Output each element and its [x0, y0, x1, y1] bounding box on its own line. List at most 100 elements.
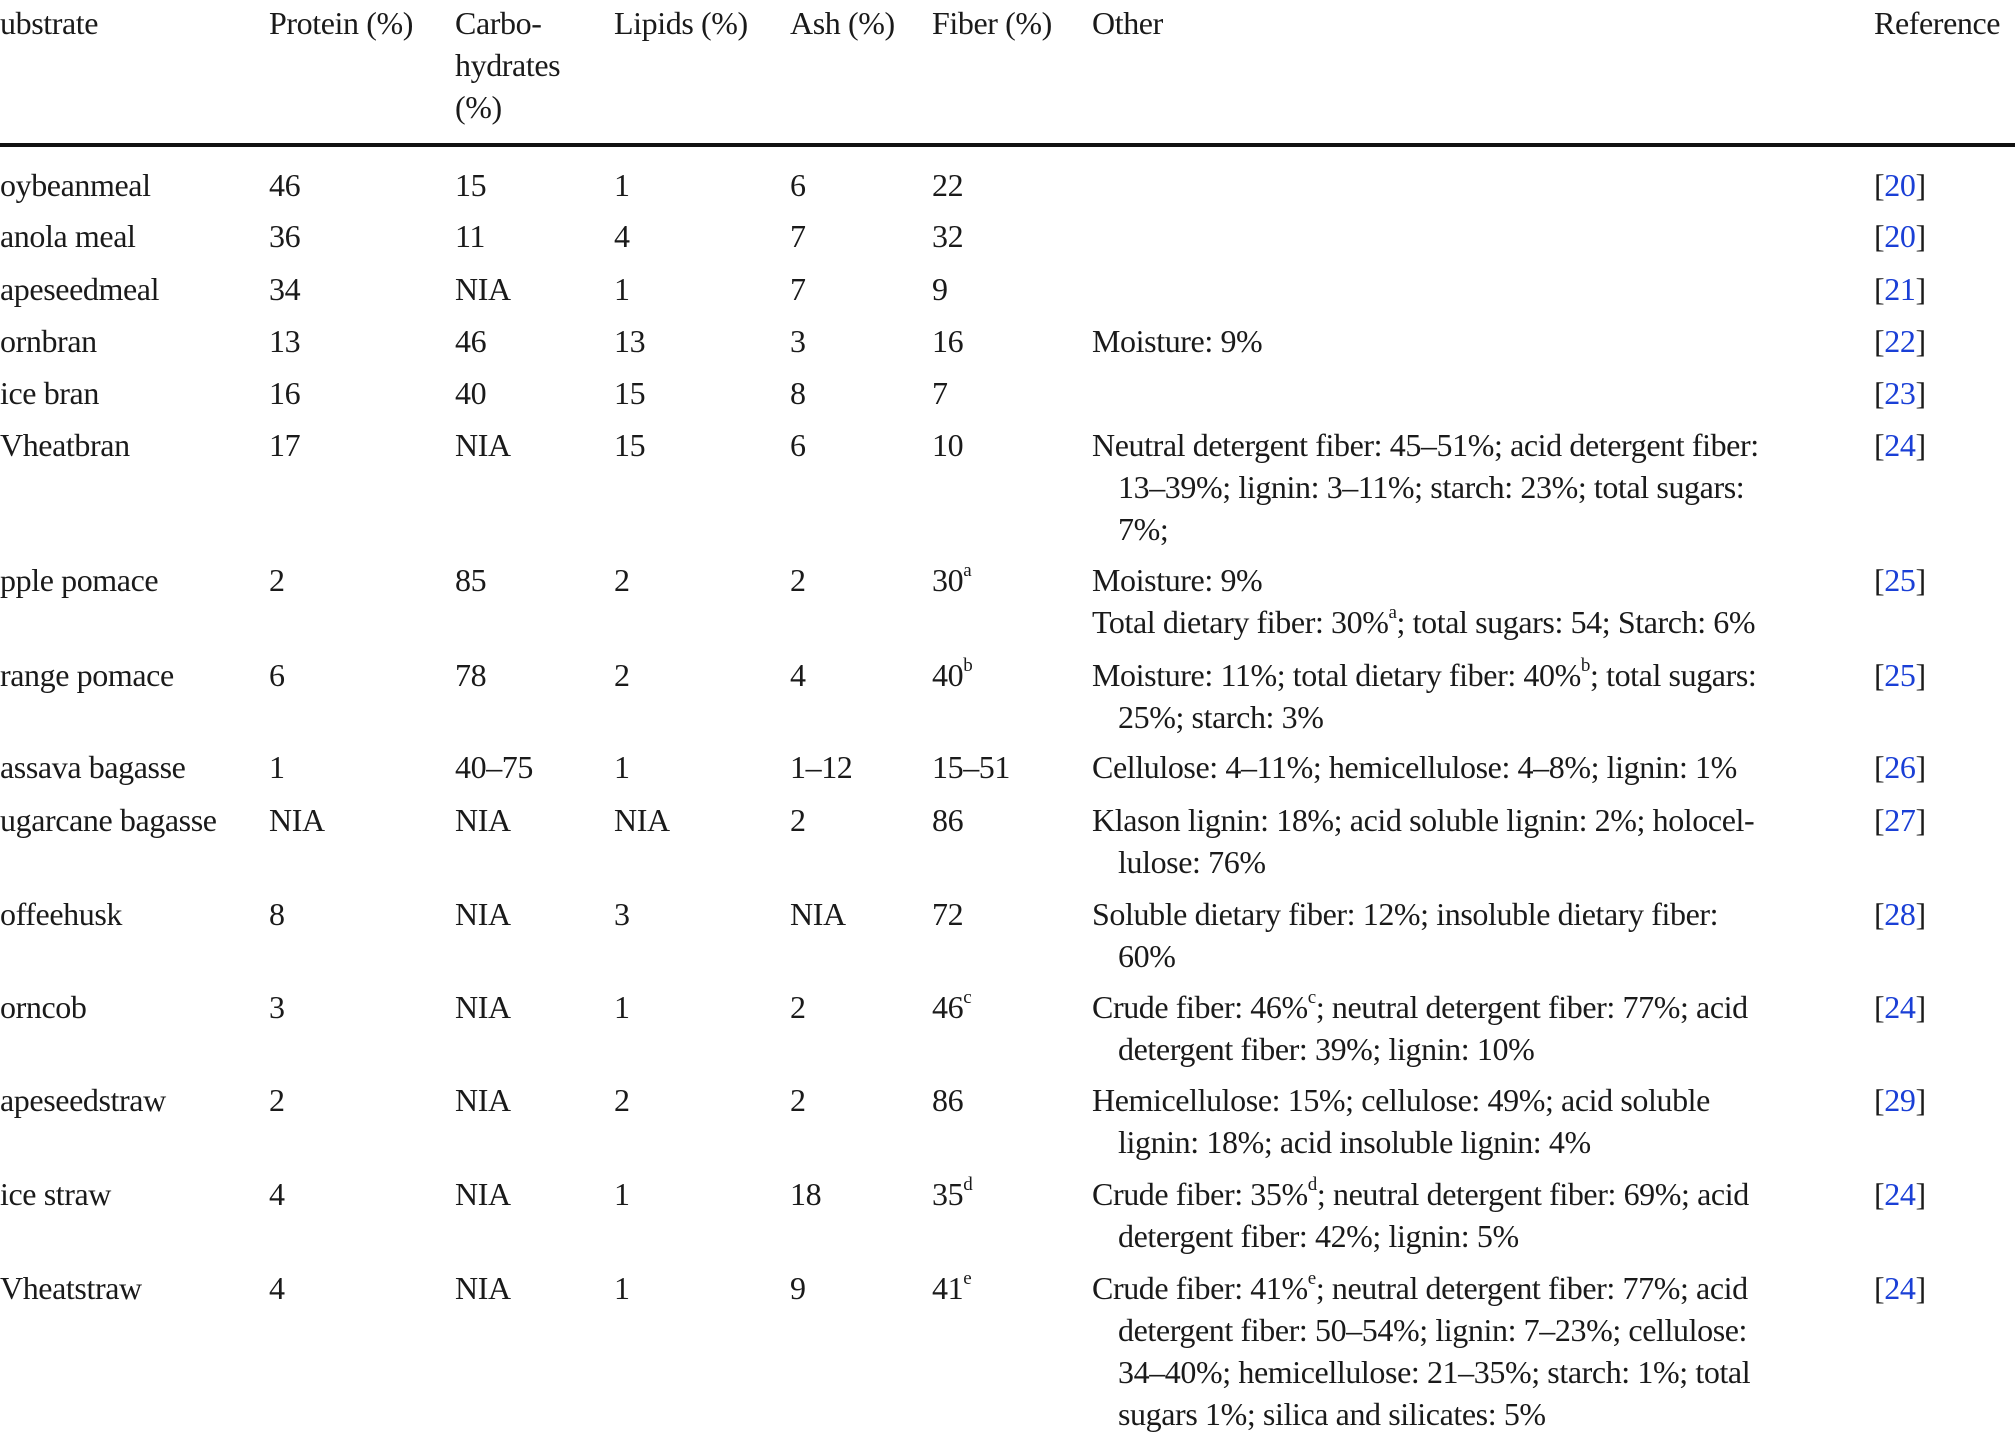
reference-number[interactable]: 29 [1884, 1082, 1916, 1118]
header-lipids: Lipids (%) [614, 5, 748, 41]
fiber-value: 72 [932, 896, 964, 932]
cell-ash: 8 [790, 375, 806, 411]
reference-link[interactable]: [23] [1874, 375, 1926, 411]
reference-link[interactable]: [24] [1874, 989, 1926, 1025]
reference-link[interactable]: [25] [1874, 657, 1926, 693]
footnote-marker: c [963, 987, 972, 1009]
cell-lipids: 1 [614, 749, 630, 785]
fiber-value: 7 [932, 375, 948, 411]
fiber-value: 30 [932, 562, 964, 598]
cell-substrate: orncob [0, 989, 87, 1025]
cell-fiber: 30a [932, 559, 972, 601]
other-text-after: ; neutral detergent fiber: 69%; acid [1316, 1176, 1749, 1212]
cell-other-line: 60% [1092, 935, 1176, 977]
other-text: Klason lignin: 18%; acid soluble lignin:… [1092, 802, 1755, 838]
reference-number[interactable]: 24 [1884, 427, 1916, 463]
reference-number[interactable]: 24 [1884, 1270, 1916, 1306]
reference-number[interactable]: 24 [1884, 1176, 1916, 1212]
reference-number[interactable]: 24 [1884, 989, 1916, 1025]
cell-protein: 34 [269, 271, 301, 307]
cell-protein: 46 [269, 167, 301, 203]
reference-link[interactable]: [22] [1874, 323, 1926, 359]
footnote-marker: b [963, 655, 973, 677]
other-text: Neutral detergent fiber: 45–51%; acid de… [1092, 427, 1759, 463]
reference-link[interactable]: [24] [1874, 1270, 1926, 1306]
other-text: 25%; starch: 3% [1118, 699, 1324, 735]
reference-number[interactable]: 25 [1884, 657, 1916, 693]
fiber-value: 16 [932, 323, 964, 359]
cell-fiber: 72 [932, 893, 964, 935]
other-text: Moisture: 11%; total dietary fiber: 40% [1092, 657, 1581, 693]
reference-number[interactable]: 20 [1884, 218, 1916, 254]
cell-lipids: 4 [614, 218, 630, 254]
reference-number[interactable]: 28 [1884, 896, 1916, 932]
cell-ash: 7 [790, 271, 806, 307]
reference-number[interactable]: 21 [1884, 271, 1916, 307]
header-rule [0, 143, 2015, 147]
reference-number[interactable]: 22 [1884, 323, 1916, 359]
cell-fiber: 35d [932, 1173, 973, 1215]
footnote-marker: c [1307, 987, 1316, 1009]
cell-other-line: 13–39%; lignin: 3–11%; starch: 23%; tota… [1092, 466, 1745, 508]
cell-other-line: Moisture: 11%; total dietary fiber: 40%b… [1092, 654, 1757, 696]
other-text: detergent fiber: 39%; lignin: 10% [1118, 1031, 1535, 1067]
reference-link[interactable]: [26] [1874, 749, 1926, 785]
cell-carbohydrates: 46 [455, 323, 487, 359]
reference-link[interactable]: [29] [1874, 1082, 1926, 1118]
cell-fiber: 32 [932, 215, 964, 257]
header-carbohydrates-line3: (%) [455, 89, 502, 125]
reference-link[interactable]: [27] [1874, 802, 1926, 838]
cell-substrate: oybeanmeal [0, 167, 151, 203]
cell-ash: 2 [790, 989, 806, 1025]
cell-other-line: Soluble dietary fiber: 12%; insoluble di… [1092, 893, 1719, 935]
cell-substrate: apeseedmeal [0, 271, 160, 307]
cell-substrate: range pomace [0, 657, 174, 693]
cell-other-line: Klason lignin: 18%; acid soluble lignin:… [1092, 799, 1755, 841]
cell-substrate: ice bran [0, 375, 99, 411]
cell-substrate: ugarcane bagasse [0, 802, 217, 838]
header-reference: Reference [1874, 5, 2001, 41]
header-substrate: ubstrate [0, 5, 99, 41]
cell-protein: 17 [269, 427, 301, 463]
reference-link[interactable]: [21] [1874, 271, 1926, 307]
reference-link[interactable]: [25] [1874, 562, 1926, 598]
reference-number[interactable]: 26 [1884, 749, 1916, 785]
fiber-value: 86 [932, 1082, 964, 1118]
cell-other-line: 34–40%; hemicellulose: 21–35%; starch: 1… [1092, 1351, 1751, 1393]
cell-carbohydrates: 11 [455, 218, 486, 254]
fiber-value: 40 [932, 657, 964, 693]
reference-number[interactable]: 25 [1884, 562, 1916, 598]
reference-number[interactable]: 27 [1884, 802, 1916, 838]
reference-link[interactable]: [28] [1874, 896, 1926, 932]
cell-ash: 7 [790, 218, 806, 254]
cell-ash: 2 [790, 562, 806, 598]
cell-protein: 8 [269, 896, 285, 932]
reference-number[interactable]: 23 [1884, 375, 1916, 411]
cell-protein: 2 [269, 562, 285, 598]
cell-ash: 2 [790, 1082, 806, 1118]
cell-other-line: Total dietary fiber: 30%a; total sugars:… [1092, 601, 1756, 643]
reference-link[interactable]: [20] [1874, 167, 1926, 203]
cell-carbohydrates: 40–75 [455, 749, 534, 785]
cell-ash: 1–12 [790, 749, 853, 785]
cell-ash: 9 [790, 1270, 806, 1306]
footnote-marker: e [963, 1268, 972, 1290]
reference-link[interactable]: [20] [1874, 218, 1926, 254]
cell-carbohydrates: NIA [455, 1270, 511, 1306]
cell-other-line: 25%; starch: 3% [1092, 696, 1324, 738]
cell-fiber: 40b [932, 654, 973, 696]
cell-other-line: Crude fiber: 35%d; neutral detergent fib… [1092, 1173, 1749, 1215]
cell-protein: 36 [269, 218, 301, 254]
cell-lipids: 3 [614, 896, 630, 932]
reference-link[interactable]: [24] [1874, 427, 1926, 463]
footnote-marker: a [1388, 602, 1397, 624]
cell-lipids: 1 [614, 167, 630, 203]
cell-substrate: apeseedstraw [0, 1082, 166, 1118]
other-text-after: ; neutral detergent fiber: 77%; acid [1315, 989, 1748, 1025]
other-text: 7%; [1118, 511, 1169, 547]
reference-link[interactable]: [24] [1874, 1176, 1926, 1212]
footnote-marker: d [963, 1174, 973, 1196]
reference-number[interactable]: 20 [1884, 167, 1916, 203]
header-carbohydrates-line2: hydrates [455, 47, 561, 83]
other-text-after: ; neutral detergent fiber: 77%; acid [1315, 1270, 1748, 1306]
